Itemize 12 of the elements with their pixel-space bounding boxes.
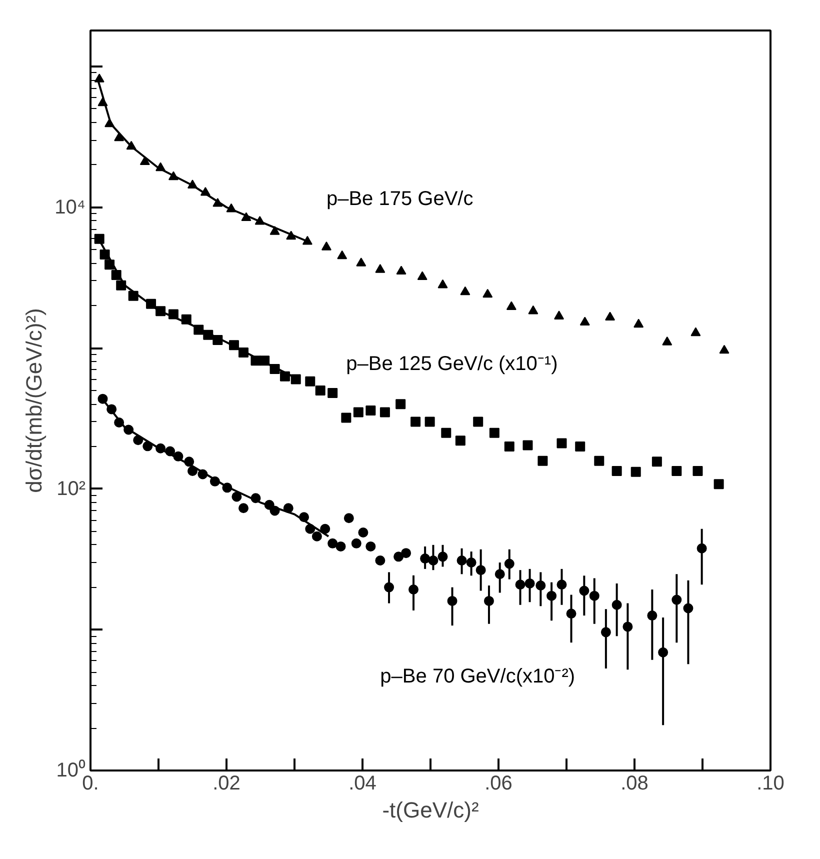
x-tick-label: .08 xyxy=(620,772,648,794)
x-tick-label: .10 xyxy=(756,772,784,794)
series-label: p–Be 175 GeV/c xyxy=(326,188,474,210)
x-axis-title: -t(GeV/c)² xyxy=(382,798,479,822)
x-tick-label: .02 xyxy=(212,772,240,794)
x-tick-label: .04 xyxy=(348,772,376,794)
text: p–Be 70 GeV/c(x10⁻²) xyxy=(380,666,576,688)
series-label: p–Be 125 GeV/c (x10⁻¹) xyxy=(346,353,558,376)
y-axis-title: dσ/dt(mb/(GeV/c)²) xyxy=(22,308,47,493)
y-tick-label: 10⁴ xyxy=(54,196,86,218)
x-tick-label: .06 xyxy=(484,772,512,794)
y-tick-label: 10² xyxy=(56,478,86,500)
